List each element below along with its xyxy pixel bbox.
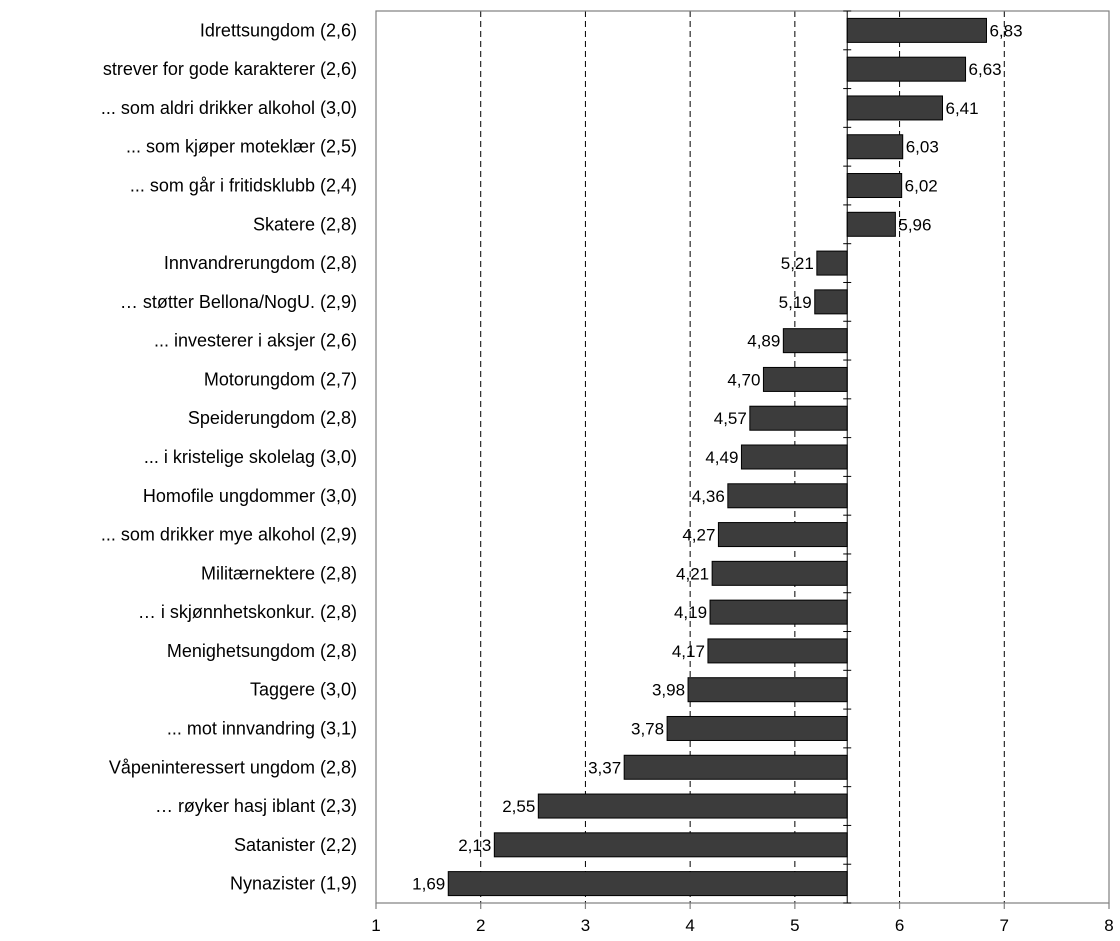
value-label: 4,36 — [692, 487, 725, 506]
value-label: 3,37 — [588, 758, 621, 777]
x-tick-label: 1 — [371, 916, 380, 935]
plot-area-border — [375, 10, 1110, 904]
bar — [846, 211, 896, 237]
bar — [846, 95, 944, 121]
bar — [537, 793, 848, 819]
category-label: ... mot innvandring (3,1) — [167, 718, 357, 738]
bar — [749, 405, 848, 431]
bar — [782, 328, 848, 354]
category-label: … støtter Bellona/NogU. (2,9) — [120, 292, 357, 312]
bar — [846, 56, 967, 82]
bar — [711, 560, 848, 586]
category-label: Idrettsungdom (2,6) — [200, 20, 357, 40]
value-label: 4,17 — [672, 642, 705, 661]
category-label: Motorungdom (2,7) — [204, 369, 357, 389]
x-tick-label: 2 — [476, 916, 485, 935]
category-labels: Idrettsungdom (2,6) strever for gode kara… — [101, 20, 357, 893]
value-label: 3,98 — [652, 681, 685, 700]
value-label: 5,96 — [898, 215, 931, 234]
x-tick-label: 7 — [1000, 916, 1009, 935]
value-label: 4,49 — [705, 448, 738, 467]
bar — [727, 483, 848, 509]
value-label: 5,21 — [781, 254, 814, 273]
x-tick-label: 8 — [1104, 916, 1113, 935]
value-label: 4,70 — [727, 370, 760, 389]
value-label: 6,02 — [905, 177, 938, 196]
category-label: Homofile ungdommer (3,0) — [143, 486, 357, 506]
bar — [846, 17, 987, 43]
bar — [707, 638, 848, 664]
bar — [709, 599, 848, 625]
value-label: 4,19 — [674, 603, 707, 622]
bar — [623, 754, 848, 780]
category-label: Innvandrerungdom (2,8) — [164, 253, 357, 273]
bar — [717, 522, 848, 548]
value-label: 3,78 — [631, 719, 664, 738]
category-label: Militærnektere (2,8) — [201, 563, 357, 583]
category-label: Taggere (3,0) — [250, 680, 357, 700]
value-label: 6,63 — [969, 60, 1002, 79]
bar — [447, 871, 848, 897]
bar — [846, 134, 904, 160]
x-axis: 1 2 3 4 5 6 7 8 — [371, 903, 1114, 935]
value-label: 4,57 — [714, 409, 747, 428]
bar — [687, 677, 848, 703]
value-labels: 6,83 6,63 6,41 6,03 6,02 5,96 5,21 5,19 4,89 4,70… — [412, 21, 1022, 893]
value-label: 6,83 — [989, 21, 1022, 40]
bar — [740, 444, 848, 470]
value-label: 4,21 — [676, 564, 709, 583]
value-label: 2,13 — [458, 836, 491, 855]
x-tick-label: 3 — [581, 916, 590, 935]
category-label: … røyker hasj iblant (2,3) — [155, 796, 357, 816]
bar — [493, 832, 848, 858]
category-label: ... investerer i aksjer (2,6) — [154, 331, 357, 351]
bar — [666, 715, 848, 741]
x-tick-label: 6 — [895, 916, 904, 935]
value-label: 5,19 — [779, 293, 812, 312]
value-label: 6,03 — [906, 138, 939, 157]
category-label: strever for gode karakterer (2,6) — [103, 59, 357, 79]
bar — [814, 289, 848, 315]
value-label: 2,55 — [502, 797, 535, 816]
bar — [816, 250, 848, 276]
category-label: Våpeninteressert ungdom (2,8) — [109, 757, 357, 777]
bar — [762, 366, 848, 392]
value-label: 1,69 — [412, 875, 445, 894]
x-tick-label: 4 — [685, 916, 694, 935]
category-label: Menighetsungdom (2,8) — [167, 641, 357, 661]
category-label: ... som går i fritidsklubb (2,4) — [130, 176, 357, 196]
value-label: 4,27 — [682, 526, 715, 545]
bars — [447, 17, 987, 897]
value-label: 6,41 — [946, 99, 979, 118]
category-label: Nynazister (1,9) — [230, 874, 357, 894]
category-label: ... som drikker mye alkohol (2,9) — [101, 525, 357, 545]
category-label: ... som aldri drikker alkohol (3,0) — [101, 98, 357, 118]
category-label: Skatere (2,8) — [253, 214, 357, 234]
category-label: ... i kristelige skolelag (3,0) — [144, 447, 357, 467]
category-label: … i skjønnhetskonkur. (2,8) — [138, 602, 357, 622]
baseline-axis — [843, 10, 852, 904]
category-label: ... som kjøper moteklær (2,5) — [126, 137, 357, 157]
category-label: Satanister (2,2) — [234, 835, 357, 855]
bar — [846, 173, 903, 199]
x-tick-label: 5 — [790, 916, 799, 935]
value-label: 4,89 — [747, 332, 780, 351]
category-label: Speiderungdom (2,8) — [188, 408, 357, 428]
